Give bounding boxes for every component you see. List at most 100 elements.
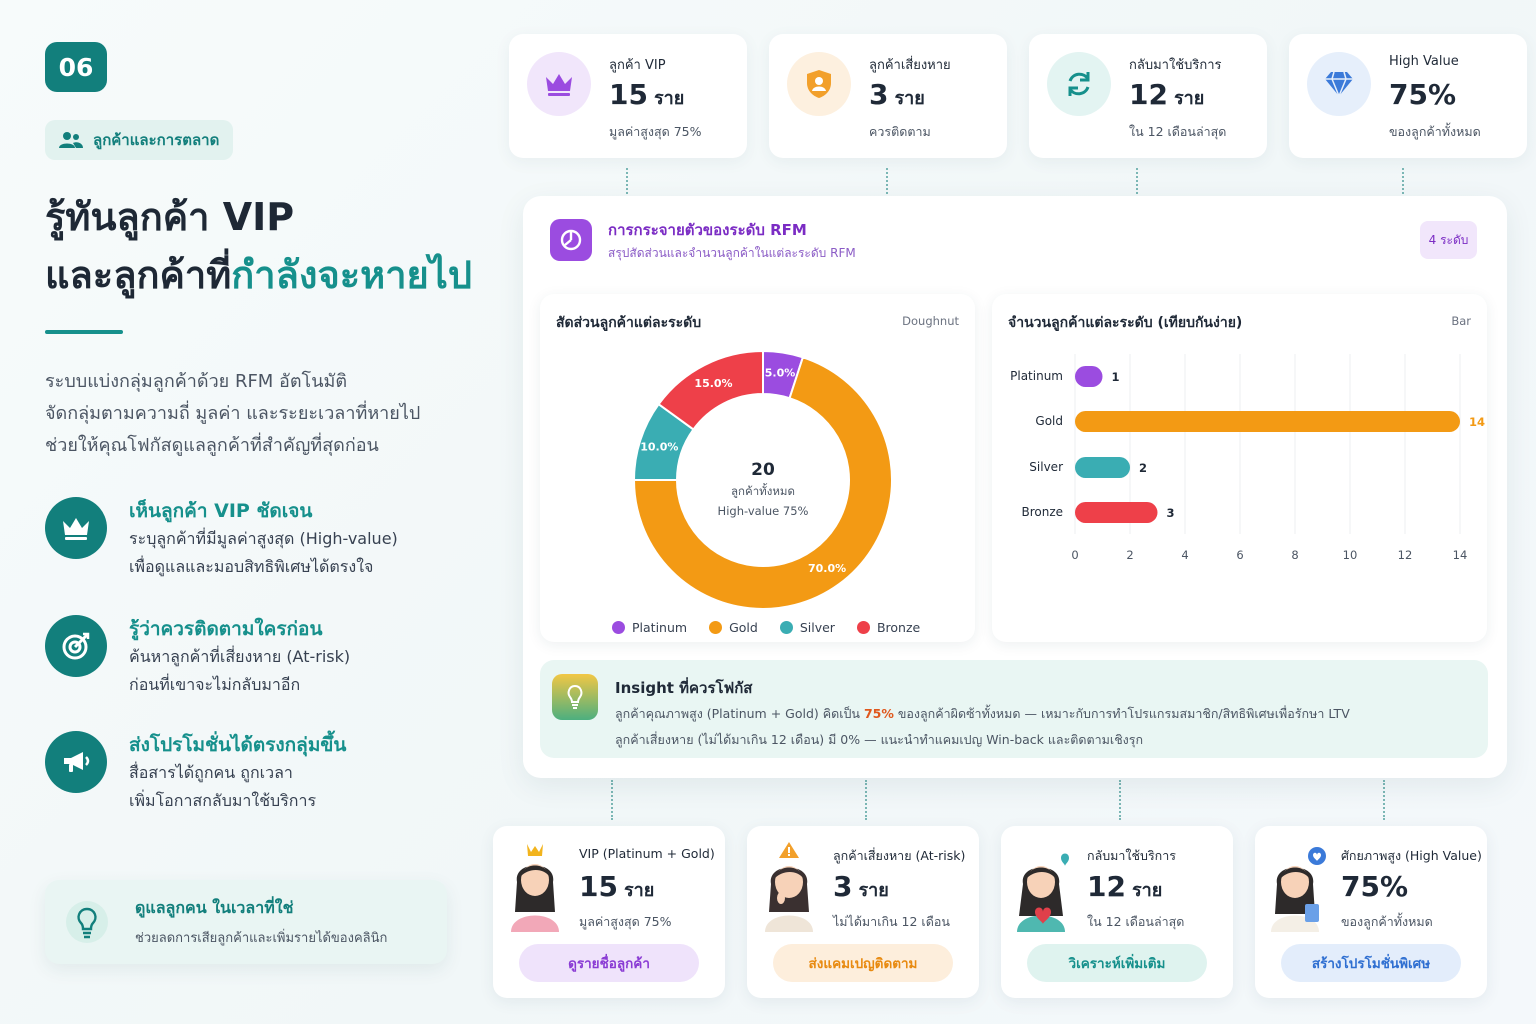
doughnut-slice-label: 5.0% — [765, 366, 796, 379]
feature-line: สื่อสารได้ถูกคน ถูกเวลา — [129, 763, 293, 782]
stat-label: High Value — [1389, 54, 1459, 69]
persona-label: ศักยภาพสูง (High Value) — [1341, 848, 1482, 863]
connector-line — [886, 168, 888, 194]
legend-item[interactable]: Silver — [779, 620, 835, 635]
category-label: ลูกค้าและการตลาด — [93, 131, 220, 149]
connector-line — [1119, 780, 1121, 820]
tip-title: ดูแลลูกคน ในเวลาที่ใช่ — [135, 898, 294, 917]
bar-chart: 0 2 4 6 8 10 12 14 Platinum 1 Gold 14 Silver 2 Bronze 3 — [1010, 354, 1485, 562]
levels-badge[interactable]: 4 ระดับ — [1420, 221, 1477, 259]
stat-label: ลูกค้าเสี่ยงหาย — [869, 58, 951, 73]
legend-swatch — [856, 621, 870, 634]
create-special-promotion-button[interactable]: สร้างโปรโมชั่นพิเศษ — [1281, 944, 1461, 982]
stat-label: ลูกค้า VIP — [609, 58, 666, 73]
insight-highlight: 75% — [863, 706, 894, 721]
connector-line — [1402, 168, 1404, 194]
legend-item[interactable]: Gold — [709, 620, 758, 635]
stat-label: กลับมาใช้บริการ — [1129, 58, 1222, 73]
legend-item[interactable]: Bronze — [856, 620, 920, 635]
bar-gold[interactable] — [1075, 411, 1460, 432]
y-category-label: Silver — [1029, 460, 1063, 474]
doughnut-slice-gold[interactable] — [632, 356, 893, 610]
bar-card-title: จำนวนลูกค้าแต่ละระดับ (เทียบกันง่าย) — [1008, 315, 1243, 331]
legend-swatch — [709, 621, 723, 634]
legend-swatch — [612, 621, 625, 634]
y-category-label: Platinum — [1010, 369, 1063, 383]
view-customer-list-button[interactable]: ดูรายชื่อลูกค้า — [519, 944, 699, 982]
target-icon — [45, 615, 107, 677]
persona-value: 15 ราย — [579, 870, 655, 903]
stat-card-vip[interactable]: ลูกค้า VIP 15 ราย มูลค่าสูงสุด 75% — [509, 34, 747, 158]
insight-line: ลูกค้าคุณภาพสูง (Platinum + Gold) คิดเป็… — [615, 706, 1350, 721]
feature-vip: เห็นลูกค้า VIP ชัดเจน ระบุลูกค้าที่มีมูล… — [45, 497, 475, 581]
doughnut-chart: 20 ลูกค้าทั้งหมด High-value 75% 5.0% 70.0… — [632, 349, 893, 610]
feature-follow-up: รู้ว่าควรติดตามใครก่อน ค้นหาลูกค้าที่เสี… — [45, 615, 475, 699]
bar-bronze[interactable] — [1075, 502, 1158, 523]
feature-line: เพื่อดูแลและมอบสิทธิพิเศษได้ตรงใจ — [129, 557, 374, 576]
vip-avatar-icon — [511, 844, 559, 932]
x-tick-label: 12 — [1398, 548, 1413, 562]
persona-label: VIP (Platinum + Gold) — [579, 846, 715, 861]
stat-value: 75% — [1389, 78, 1457, 111]
persona-card-vip: VIP (Platinum + Gold) 15 ราย มูลค่าสูงสุด… — [493, 826, 725, 998]
category-chip: ลูกค้าและการตลาด — [45, 120, 234, 160]
persona-label: ลูกค้าเสี่ยงหาย (At-risk) — [833, 848, 966, 863]
x-tick-label: 4 — [1181, 548, 1188, 562]
doughnut-center-value: 20 — [751, 460, 775, 480]
tip-text: ช่วยลดการเสียลูกค้าและเพิ่มรายได้ของคลิน… — [135, 931, 388, 946]
bar-value-label: 2 — [1139, 461, 1147, 475]
y-category-label: Gold — [1035, 414, 1063, 428]
high-value-avatar-icon — [1271, 847, 1326, 932]
doughnut-slice-label: 15.0% — [694, 377, 732, 390]
stat-note: มูลค่าสูงสุด 75% — [609, 124, 702, 139]
send-follow-up-campaign-button[interactable]: ส่งแคมเปญติดตาม — [773, 944, 953, 982]
persona-note: มูลค่าสูงสุด 75% — [579, 914, 672, 929]
insight-line: ลูกค้าเสี่ยงหาย (ไม่ได้มาเกิน 12 เดือน) … — [615, 732, 1144, 747]
megaphone-icon — [45, 731, 107, 793]
lightbulb-icon — [552, 674, 598, 720]
bar-platinum[interactable] — [1075, 366, 1103, 387]
crown-icon — [527, 52, 591, 116]
stat-card-returning[interactable]: กลับมาใช้บริการ 12 ราย ใน 12 เดือนล่าสุด — [1029, 34, 1267, 158]
persona-value: 12 ราย — [1087, 870, 1163, 903]
feature-title: รู้ว่าควรติดตามใครก่อน — [129, 618, 323, 640]
feature-line: ค้นหาลูกค้าที่เสี่ยงหาย (At-risk) — [129, 647, 351, 666]
lightbulb-icon — [66, 901, 108, 943]
desc-line: ระบบแบ่งกลุ่มลูกค้าด้วย RFM อัตโนมัติ — [45, 371, 348, 392]
title-underline — [45, 330, 123, 334]
feature-title: ส่งโปรโมชั่นได้ตรงกลุ่มขึ้น — [129, 734, 347, 756]
crown-icon — [45, 497, 107, 559]
feature-line: ก่อนที่เขาจะไม่กลับมาอีก — [129, 675, 301, 694]
desc-line: ช่วยให้คุณโฟกัสดูแลลูกค้าที่สำคัญที่สุดก… — [45, 435, 379, 456]
bar-value-label: 3 — [1167, 506, 1175, 520]
refresh-icon — [1047, 52, 1111, 116]
shield-user-icon — [787, 52, 851, 116]
legend-item[interactable]: Platinum — [612, 620, 687, 635]
connector-line — [865, 780, 867, 820]
stat-card-high-value[interactable]: High Value 75% ของลูกค้าทั้งหมด — [1289, 34, 1527, 158]
title-line-2-accent: กำลังจะหายไป — [231, 253, 473, 297]
users-icon — [59, 132, 83, 148]
rfm-subtitle: สรุปสัดส่วนและจำนวนลูกค้าในแต่ละระดับ RF… — [608, 246, 856, 260]
at-risk-avatar-icon — [765, 842, 813, 932]
x-tick-label: 10 — [1343, 548, 1358, 562]
stat-note: ใน 12 เดือนล่าสุด — [1129, 124, 1227, 139]
doughnut-type-label: Doughnut — [902, 314, 959, 328]
bar-value-label: 14 — [1469, 415, 1485, 429]
connector-line — [1136, 168, 1138, 194]
page-title: รู้ทันลูกค้า VIP และลูกค้าที่กำลังจะหายไ… — [45, 188, 472, 304]
hero-description: ระบบแบ่งกลุ่มลูกค้าด้วย RFM อัตโนมัติ จั… — [45, 366, 485, 462]
bar-silver[interactable] — [1075, 457, 1130, 478]
analyze-more-button[interactable]: วิเคราะห์เพิ่มเติม — [1027, 944, 1207, 982]
doughnut-slice-bronze[interactable] — [657, 349, 764, 431]
persona-note: ใน 12 เดือนล่าสุด — [1087, 914, 1185, 929]
feature-line: ระบุลูกค้าที่มีมูลค่าสูงสุด (High-value) — [129, 529, 398, 548]
persona-value: 75% — [1341, 870, 1409, 903]
insight-box: Insight ที่ควรโฟกัส ลูกค้าคุณภาพสูง (Pla… — [540, 660, 1488, 758]
stat-card-at-risk[interactable]: ลูกค้าเสี่ยงหาย 3 ราย ควรติดตาม — [769, 34, 1007, 158]
connector-line — [626, 168, 628, 194]
diamond-icon — [1307, 52, 1371, 116]
persona-value: 3 ราย — [833, 870, 889, 903]
bar-value-label: 1 — [1112, 370, 1120, 384]
stat-note: ของลูกค้าทั้งหมด — [1389, 124, 1481, 139]
